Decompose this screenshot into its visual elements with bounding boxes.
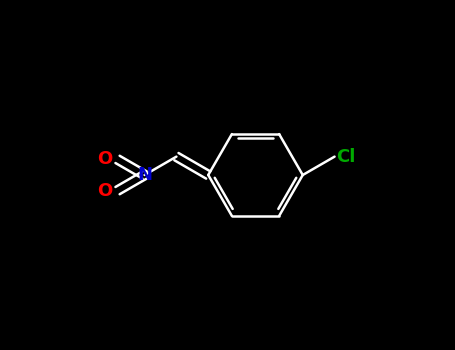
Text: N: N: [137, 166, 152, 184]
Text: Cl: Cl: [336, 148, 356, 166]
Text: O: O: [97, 182, 112, 199]
Text: O: O: [97, 150, 112, 168]
